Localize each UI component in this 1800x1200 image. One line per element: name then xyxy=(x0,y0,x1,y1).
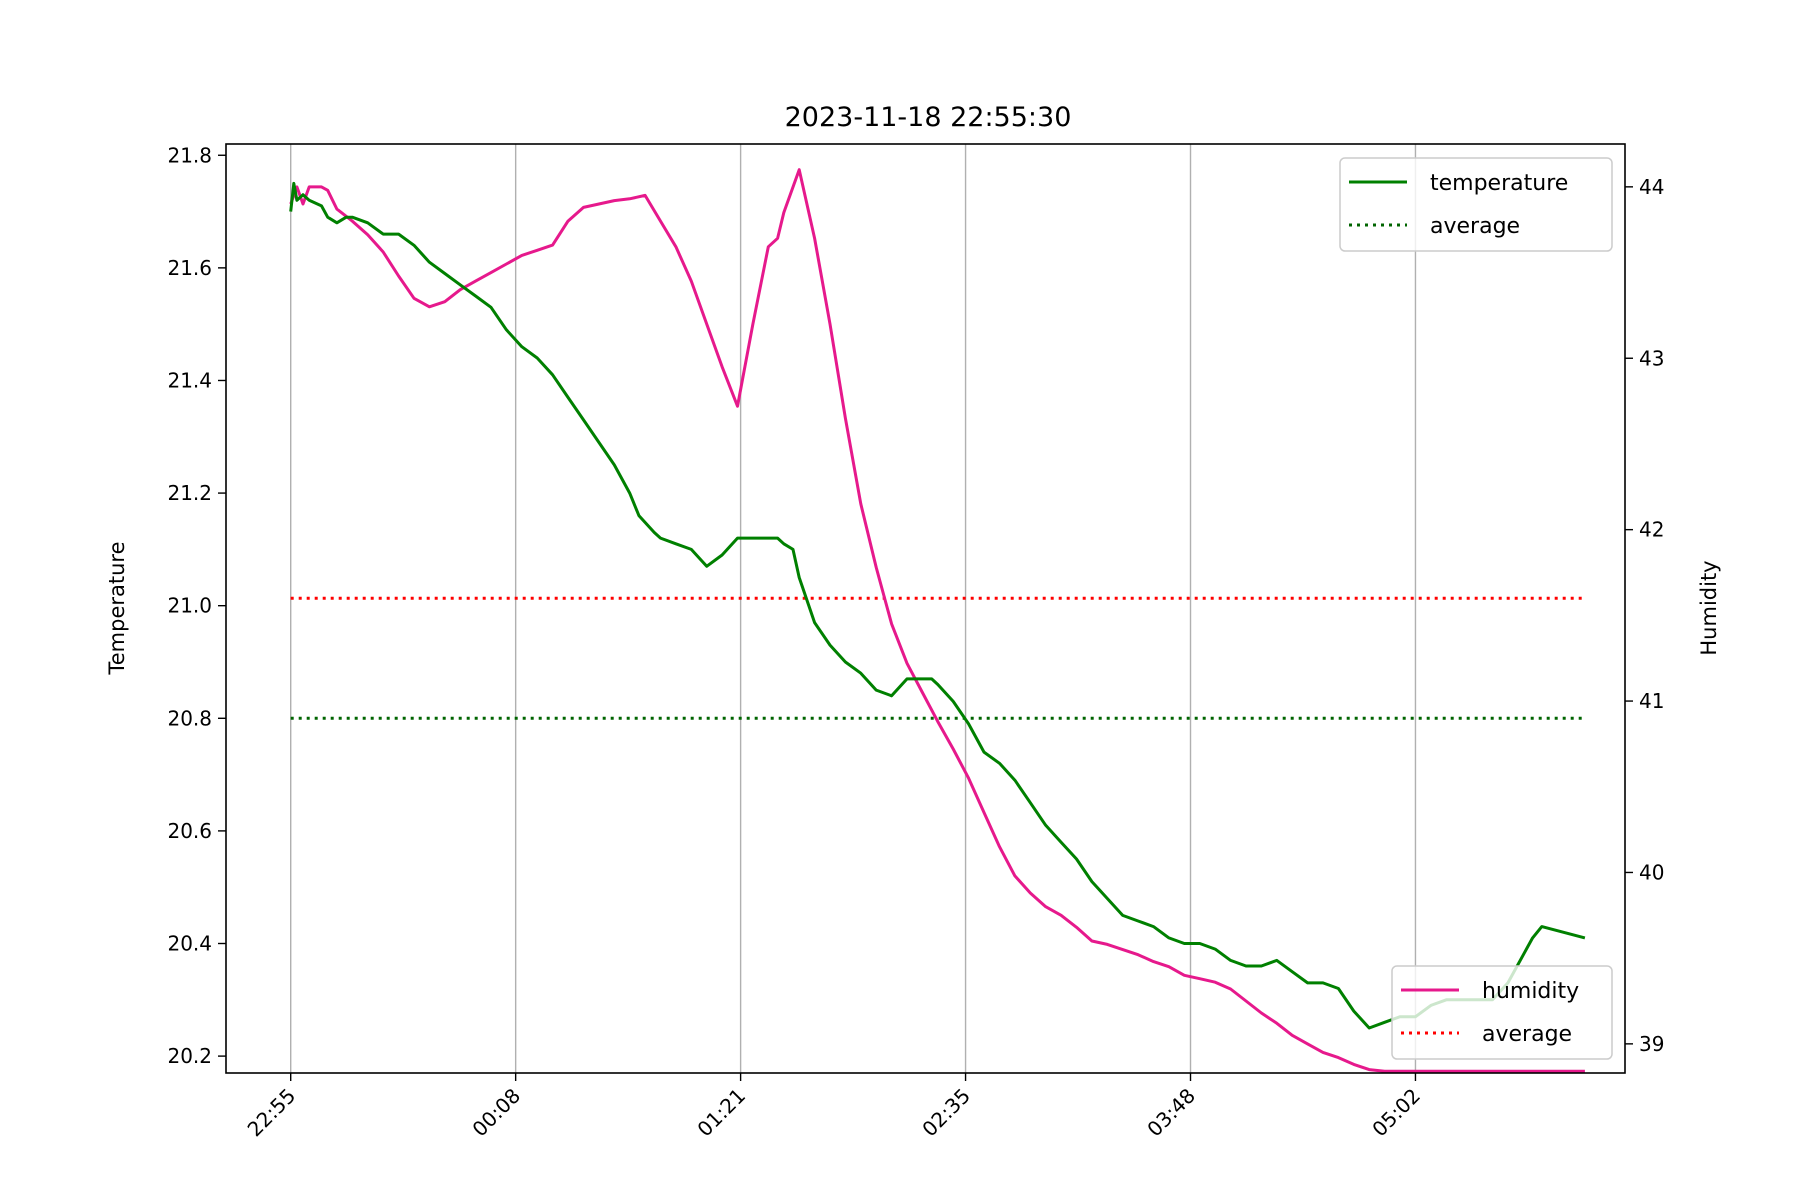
y-right-tick-label: 43 xyxy=(1639,346,1664,370)
y-left-tick-label: 21.8 xyxy=(167,143,212,167)
temperature-line xyxy=(289,181,1586,1030)
chart-title: 2023-11-18 22:55:30 xyxy=(785,102,1072,133)
y-left-tick-label: 21.6 xyxy=(167,256,212,280)
left-y-axis: 20.2 20.4 20.6 20.8 21.0 21.2 21.4 21.6 21.8 xyxy=(167,143,226,1068)
left-y-axis-label: Temperature xyxy=(105,541,129,675)
y-right-tick-label: 41 xyxy=(1639,689,1664,713)
plot-frame xyxy=(225,143,1626,1074)
y-left-tick-label: 21.2 xyxy=(167,481,212,505)
y-left-tick-label: 20.2 xyxy=(167,1044,212,1068)
legend-label-humidity: humidity xyxy=(1482,979,1579,1004)
y-right-tick-label: 39 xyxy=(1639,1032,1664,1056)
y-right-tick-label: 40 xyxy=(1639,860,1664,884)
legend-humidity: humidity average xyxy=(1391,965,1613,1060)
y-left-tick-label: 21.0 xyxy=(167,594,212,618)
y-right-tick-label: 42 xyxy=(1639,518,1664,542)
y-left-tick-label: 21.4 xyxy=(167,368,212,392)
y-left-tick-label: 20.6 xyxy=(167,819,212,843)
legend-label-temperature: temperature xyxy=(1430,171,1568,196)
legend-box xyxy=(1339,157,1613,252)
humidity-line xyxy=(289,168,1585,1073)
y-left-tick-label: 20.4 xyxy=(167,932,212,956)
legend-temperature: temperature average xyxy=(1339,157,1613,252)
y-left-tick-label: 20.8 xyxy=(167,706,212,730)
legend-label-temperature-average: average xyxy=(1430,214,1520,239)
series-layer xyxy=(289,168,1586,1073)
right-y-axis-label: Humidity xyxy=(1697,560,1721,655)
x-gridlines xyxy=(290,144,1417,1073)
right-y-axis: 39 40 41 42 43 44 xyxy=(1625,175,1664,1056)
y-right-tick-label: 44 xyxy=(1639,175,1664,199)
legend-label-humidity-average: average xyxy=(1482,1022,1572,1047)
